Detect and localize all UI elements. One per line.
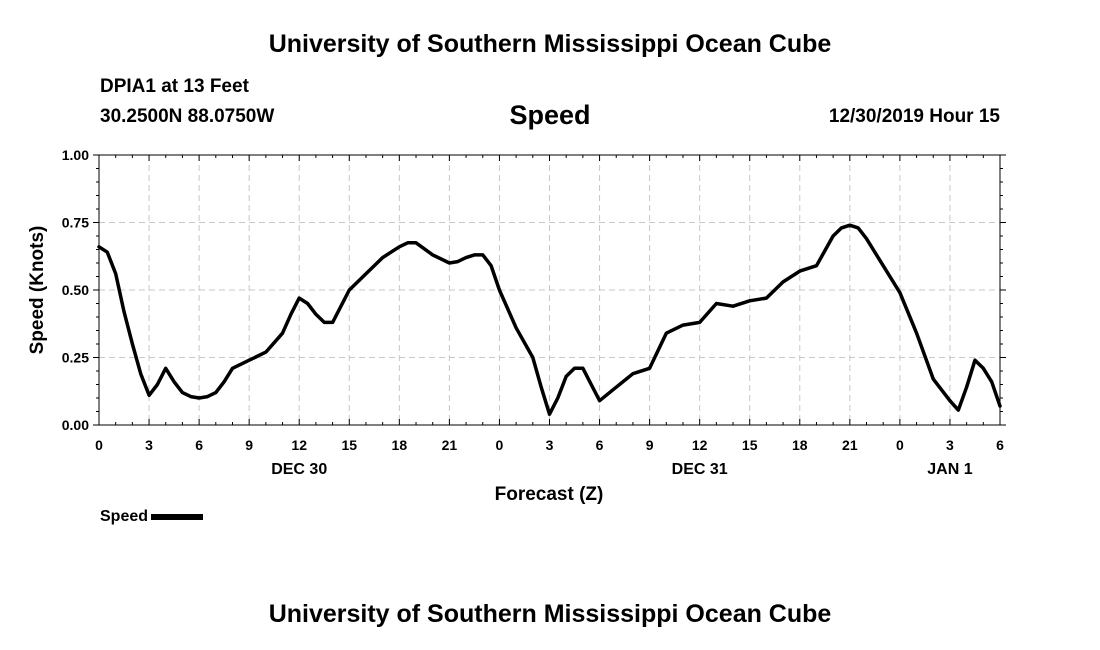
legend: Speed <box>100 508 204 526</box>
x-tick-label: 3 <box>946 437 954 453</box>
date-label: JAN 1 <box>927 461 972 478</box>
x-tick-label: 21 <box>842 437 858 453</box>
y-tick-label: 1.00 <box>62 147 89 163</box>
speed-series-line <box>97 223 1002 416</box>
y-tick-label: 0.75 <box>62 215 89 231</box>
x-tick-label: 3 <box>546 437 554 453</box>
x-tick-label: 15 <box>341 437 357 453</box>
forecast-datetime: 12/30/2019 Hour 15 <box>828 106 1000 127</box>
x-tick-label: 18 <box>792 437 808 453</box>
date-label: DEC 30 <box>271 461 327 478</box>
station-label: DPIA1 at 13 Feet <box>100 76 249 97</box>
grid-lines <box>99 155 1000 425</box>
x-tick-label: 6 <box>195 437 203 453</box>
y-tick-label: 0.25 <box>62 350 89 366</box>
x-tick-label: 9 <box>646 437 654 453</box>
legend-swatch <box>151 514 204 520</box>
x-tick-label: 12 <box>291 437 307 453</box>
bottom-title: University of Southern Mississippi Ocean… <box>268 600 832 628</box>
station-coordinates: 30.2500N 88.0750W <box>100 106 275 127</box>
x-tick-label: 3 <box>145 437 153 453</box>
tick-labels: 0 3 6 9 12 15 18 21 0 3 6 9 12 15 18 21 0 3 6 0.00 0.25 0.50 0… <box>62 147 1004 478</box>
date-label: DEC 31 <box>672 461 728 478</box>
x-tick-label: 15 <box>742 437 758 453</box>
x-tick-label: 12 <box>692 437 708 453</box>
y-tick-label: 0.50 <box>62 282 89 298</box>
chart-title: Speed <box>509 100 591 130</box>
x-tick-label: 18 <box>392 437 408 453</box>
axis-ticks <box>93 154 1006 426</box>
x-tick-label: 6 <box>596 437 604 453</box>
x-tick-label: 21 <box>442 437 458 453</box>
x-tick-label: 0 <box>896 437 904 453</box>
x-tick-label: 6 <box>996 437 1004 453</box>
x-tick-label: 9 <box>245 437 253 453</box>
top-title: University of Southern Mississippi Ocean… <box>268 30 832 58</box>
x-tick-label: 0 <box>95 437 103 453</box>
y-tick-label: 0.00 <box>62 417 89 433</box>
x-tick-label: 0 <box>496 437 504 453</box>
legend-label: Speed <box>100 508 149 525</box>
y-axis-label: Speed (Knots) <box>27 226 48 355</box>
x-axis-label: Forecast (Z) <box>495 484 604 505</box>
